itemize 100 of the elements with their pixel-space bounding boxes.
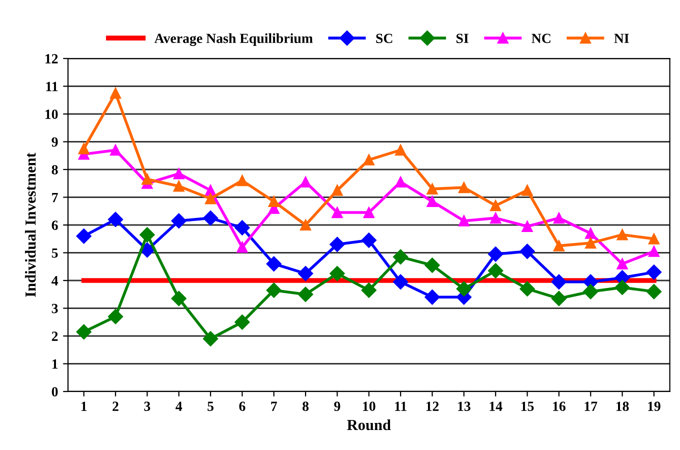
point — [171, 290, 186, 306]
point — [456, 281, 472, 296]
x-axis-title: Round — [347, 419, 391, 430]
point — [648, 246, 660, 257]
point — [583, 284, 598, 300]
point — [361, 282, 376, 298]
y-tick-label: 7 — [52, 192, 58, 202]
point — [330, 266, 345, 282]
x-tick-label: 4 — [176, 402, 182, 411]
point — [236, 175, 248, 186]
point — [363, 154, 374, 166]
y-axis-title: Individual Investment — [24, 152, 36, 297]
point — [110, 88, 122, 99]
x-tick-label: 10 — [363, 402, 376, 411]
point — [553, 240, 564, 252]
point — [522, 184, 533, 196]
x-tick-label: 19 — [648, 402, 660, 411]
point — [142, 174, 153, 185]
point — [551, 274, 567, 290]
x-tick-label: 17 — [584, 402, 598, 411]
point — [585, 228, 596, 239]
point — [110, 144, 122, 156]
x-tick-label: 1 — [81, 402, 87, 411]
legend-label: SI — [456, 34, 468, 44]
point — [614, 280, 630, 296]
legend-label: SC — [376, 34, 392, 44]
x-tick-label: 8 — [302, 402, 309, 411]
point — [266, 256, 282, 272]
y-tick-label: 6 — [52, 220, 58, 230]
y-tick-label: 8 — [52, 165, 58, 174]
y-tick-label: 10 — [46, 110, 58, 119]
x-tick-label: 18 — [616, 402, 629, 411]
x-tick-label: 7 — [271, 402, 278, 411]
point — [202, 210, 218, 226]
point — [458, 215, 470, 226]
point — [488, 246, 504, 262]
point — [76, 228, 92, 244]
legend-label: Average Nash Equilibrium — [154, 33, 313, 46]
point — [426, 183, 438, 194]
point — [363, 206, 374, 218]
legend-label: NC — [532, 34, 550, 44]
point — [393, 249, 408, 264]
point — [266, 282, 282, 298]
point — [395, 176, 406, 188]
x-tick-label: 14 — [490, 402, 502, 411]
point — [300, 219, 312, 231]
x-tick-label: 16 — [553, 402, 566, 411]
point — [553, 212, 564, 224]
point — [648, 233, 660, 244]
point — [361, 232, 376, 248]
point — [585, 237, 596, 249]
x-tick-label: 13 — [458, 402, 470, 411]
point — [298, 266, 314, 282]
y-tick-label: 1 — [52, 359, 58, 369]
point — [616, 229, 628, 240]
point — [204, 193, 216, 204]
x-tick-label: 3 — [144, 402, 150, 411]
point — [234, 220, 250, 236]
point — [490, 212, 502, 224]
point — [202, 331, 218, 346]
y-tick-label: 4 — [52, 276, 58, 286]
y-tick-label: 2 — [52, 332, 58, 341]
x-tick-label: 9 — [334, 402, 340, 411]
point — [426, 196, 438, 207]
point — [490, 200, 502, 212]
point — [395, 144, 406, 156]
y-tick-label: 0 — [52, 387, 58, 396]
point — [332, 206, 343, 218]
point — [236, 242, 248, 253]
point — [646, 284, 662, 300]
point — [424, 290, 440, 305]
x-tick-label: 11 — [395, 402, 406, 411]
legend-label: NI — [614, 34, 629, 43]
x-tick-label: 5 — [208, 402, 214, 411]
point — [78, 143, 90, 154]
point — [140, 227, 155, 242]
point — [298, 286, 314, 302]
point — [171, 213, 186, 228]
point — [108, 309, 124, 324]
x-tick-label: 6 — [239, 402, 246, 411]
y-tick-label: 11 — [46, 82, 58, 92]
point — [646, 264, 662, 280]
y-tick-label: 12 — [46, 54, 58, 64]
point — [268, 196, 280, 207]
point — [393, 274, 408, 290]
point — [458, 182, 470, 194]
point — [551, 290, 567, 306]
x-tick-label: 15 — [521, 402, 534, 411]
point — [173, 180, 184, 192]
y-tick-label: 3 — [52, 304, 58, 314]
point — [520, 244, 535, 259]
point — [520, 281, 535, 296]
x-tick-label: 2 — [112, 402, 118, 411]
y-tick-label: 9 — [52, 137, 58, 147]
point — [300, 176, 312, 188]
point — [488, 263, 504, 278]
y-tick-label: 5 — [52, 248, 58, 258]
point — [108, 212, 124, 228]
point — [173, 168, 184, 180]
point — [522, 220, 533, 232]
